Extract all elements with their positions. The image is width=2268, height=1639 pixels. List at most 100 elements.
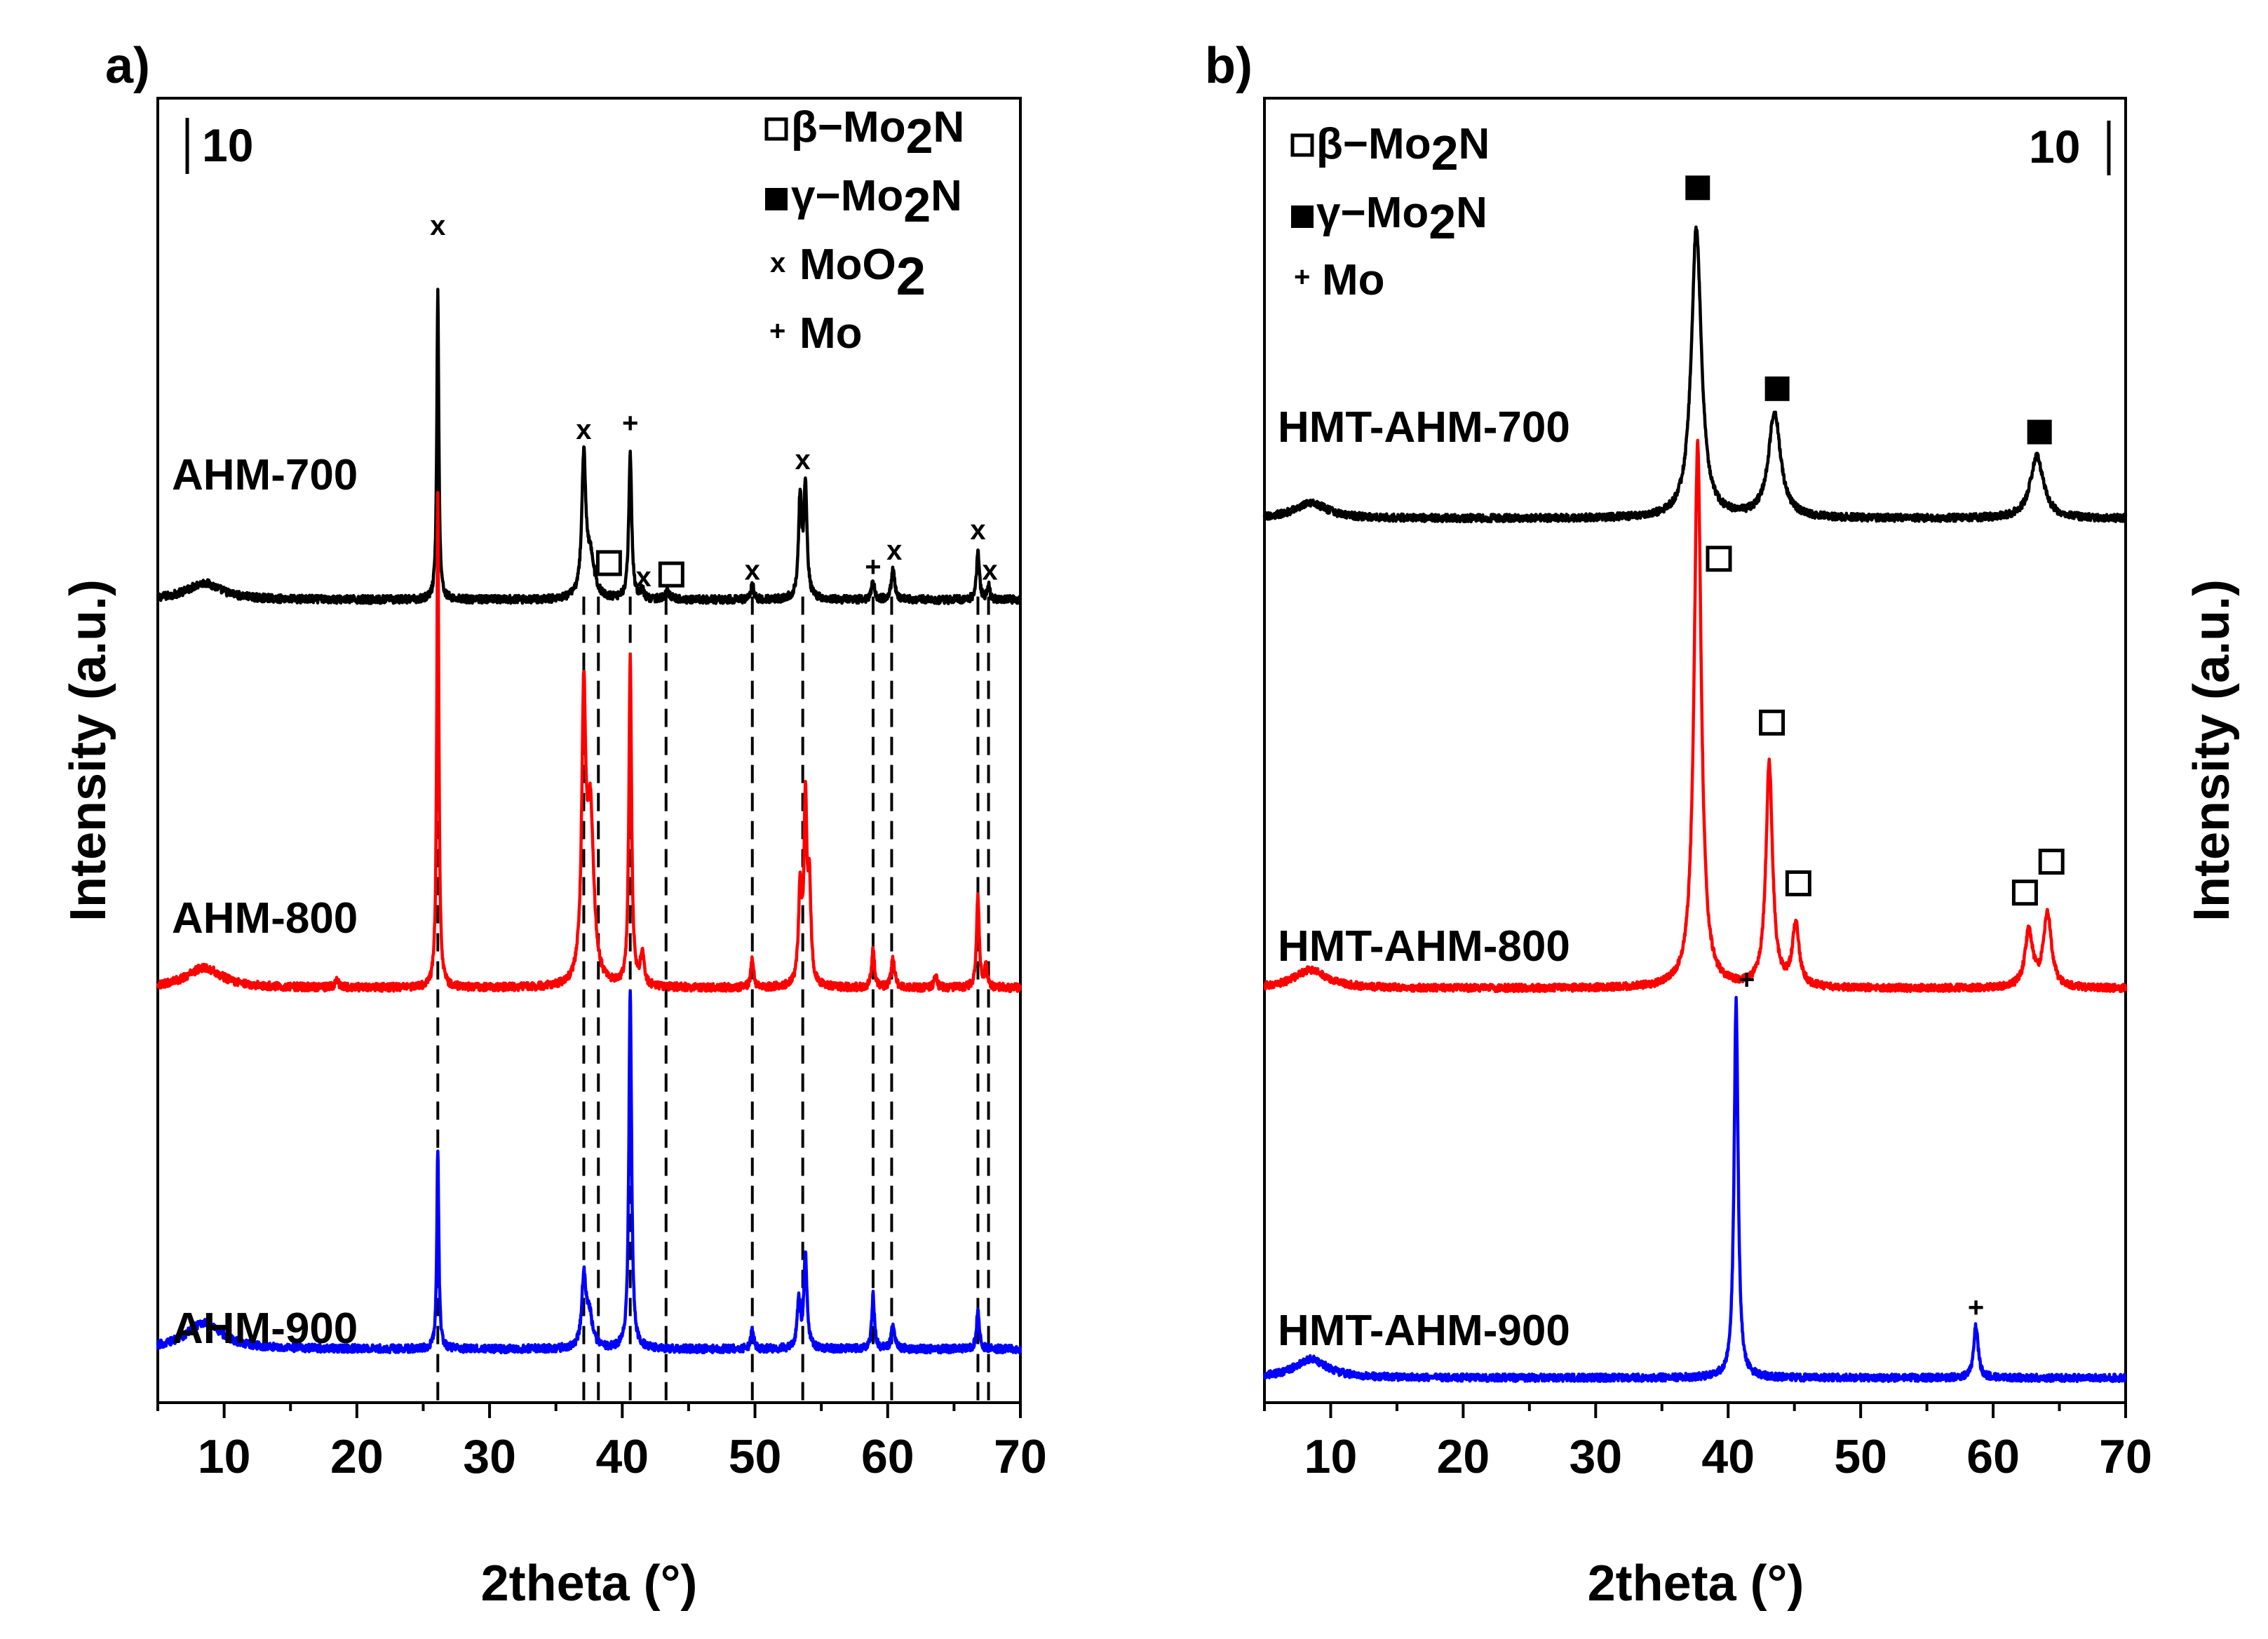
beta-mo2n-marker <box>595 550 622 576</box>
x-tick-label: 60 <box>1966 1430 2020 1483</box>
gamma-mo2n-marker <box>1685 175 1710 201</box>
moo2-marker: x <box>635 562 651 593</box>
legend-beta-mo2n: β−Mo2N <box>764 103 964 163</box>
legend-subscript: 2 <box>906 109 933 163</box>
x-tick-label: 30 <box>463 1430 516 1483</box>
x-tick-label: 20 <box>330 1430 384 1483</box>
panel-a: a) xx +x xx+xxx 10 20 30 40 50 60 70 10 β−Mo2N γ… <box>60 38 1047 1612</box>
moo2-marker: x <box>576 414 591 445</box>
x-tick-label: 50 <box>729 1430 782 1483</box>
x-tick-label: 20 <box>1437 1430 1490 1483</box>
svg-text:β−Mo2N: β−Mo2N <box>1316 120 1490 180</box>
panel-b-peak-markers: ++ <box>1685 175 2065 1323</box>
series-trace-hmt-ahm-900 <box>1262 996 2127 1384</box>
beta-mo2n-marker <box>1706 546 1732 572</box>
panel-a-y-axis-title: Intensity (a.u.) <box>60 579 116 922</box>
legend-tail: N <box>1456 189 1487 237</box>
series-trace-ahm-900 <box>156 990 1022 1355</box>
x-tick-label: 30 <box>1569 1430 1622 1483</box>
moo2-marker: x <box>886 535 902 566</box>
x-marker-icon: x <box>770 248 785 278</box>
series-label-hmt-ahm-900: HMT-AHM-900 <box>1278 1307 1570 1355</box>
panel-b-frame <box>1263 97 2127 1404</box>
x-tick-label: 50 <box>1834 1430 1887 1483</box>
series-trace-ahm-800 <box>156 491 1022 993</box>
panel-b: b) ++ 10 20 30 40 50 60 70 10 β−Mo2N γ−Mo2N + <box>1205 38 2240 1612</box>
series-trace-hmt-ahm-800 <box>1263 438 2128 994</box>
moo2-marker: x <box>430 210 445 241</box>
panel-a-x-axis: 10 20 30 40 50 60 70 <box>156 1403 1047 1483</box>
plus-marker-icon: + <box>769 316 785 346</box>
series-label-ahm-700: AHM-700 <box>172 451 358 499</box>
beta-mo2n-marker <box>1759 709 1786 736</box>
series-label-hmt-ahm-700: HMT-AHM-700 <box>1278 403 1570 452</box>
panel-b-y-axis-title: Intensity (a.u.) <box>2184 579 2240 922</box>
gamma-mo2n-marker <box>1764 376 1790 401</box>
svg-text:β−Mo2N: β−Mo2N <box>791 103 964 163</box>
panel-b-legend: β−Mo2N γ−Mo2N + Mo <box>1290 120 1490 304</box>
filled-square-icon <box>765 188 788 210</box>
legend-text: β−Mo <box>1316 120 1431 168</box>
panel-b-scale-bar-label: 10 <box>2029 121 2080 173</box>
legend-beta-mo2n: β−Mo2N <box>1290 120 1490 180</box>
legend-subscript: 2 <box>1431 126 1459 180</box>
beta-mo2n-marker <box>658 561 684 588</box>
moo2-marker: x <box>745 555 760 586</box>
mo-marker: + <box>1968 1292 1984 1323</box>
panel-b-x-axis: 10 20 30 40 50 60 70 <box>1263 1403 2152 1483</box>
mo-marker: + <box>622 408 638 439</box>
gamma-mo2n-marker <box>2027 419 2052 445</box>
legend-text: γ−Mo <box>791 172 903 220</box>
beta-mo2n-marker <box>1785 870 1811 897</box>
series-label-hmt-ahm-800: HMT-AHM-800 <box>1278 922 1570 971</box>
moo2-marker: x <box>982 555 997 586</box>
legend-gamma-mo2n: γ−Mo2N <box>1291 189 1487 249</box>
moo2-marker: x <box>970 515 985 546</box>
beta-mo2n-marker <box>2038 849 2065 875</box>
legend-mo: + Mo <box>1294 256 1385 304</box>
legend-subscript: 2 <box>1429 194 1456 249</box>
panel-a-peak-markers: xx +x xx+xxx <box>430 210 997 593</box>
beta-mo2n-marker <box>2011 879 2038 906</box>
panel-a-frame <box>156 97 1022 1404</box>
panel-a-reference-lines <box>436 596 990 1403</box>
x-tick-label: 70 <box>2099 1430 2152 1483</box>
series-trace-hmt-ahm-700 <box>1262 225 2128 524</box>
panel-b-series <box>1262 225 2128 1384</box>
series-label-ahm-900: AHM-900 <box>172 1304 358 1353</box>
x-tick-label: 10 <box>198 1430 251 1483</box>
x-tick-label: 70 <box>994 1430 1047 1483</box>
legend-tail: N <box>933 103 965 151</box>
filled-square-icon <box>1291 205 1314 228</box>
x-tick-label: 10 <box>1304 1430 1358 1483</box>
open-square-icon <box>1290 133 1314 157</box>
panel-a-scale-bar-label: 10 <box>202 119 253 171</box>
mo-marker: + <box>1739 964 1755 995</box>
x-tick-label: 60 <box>861 1430 914 1483</box>
panel-b-label: b) <box>1205 38 1253 94</box>
legend-gamma-mo2n: γ−Mo2N <box>765 172 962 232</box>
panel-a-legend: β−Mo2N γ−Mo2N x MoO2 + Mo <box>764 103 964 358</box>
open-square-icon <box>764 117 788 141</box>
x-tick-label: 40 <box>595 1430 649 1483</box>
legend-tail: N <box>931 172 962 220</box>
legend-text: γ−Mo <box>1316 189 1429 237</box>
series-trace-ahm-700 <box>156 288 1022 605</box>
legend-subscript: 2 <box>896 247 926 306</box>
svg-text:γ−Mo2N: γ−Mo2N <box>791 172 962 232</box>
legend-text: MoO <box>799 241 896 289</box>
svg-text:γ−Mo2N: γ−Mo2N <box>1316 189 1487 249</box>
plus-marker-icon: + <box>1294 262 1310 292</box>
svg-text:MoO2: MoO2 <box>799 241 926 306</box>
legend-text: β−Mo <box>791 103 906 151</box>
panel-a-x-axis-title: 2theta (°) <box>481 1556 698 1612</box>
mo-marker: + <box>865 552 881 583</box>
series-label-ahm-800: AHM-800 <box>172 894 358 943</box>
moo2-marker: x <box>795 445 811 475</box>
panel-a-series <box>156 288 1022 1355</box>
legend-mo: + Mo <box>769 309 863 358</box>
legend-tail: N <box>1459 120 1490 168</box>
panel-a-label: a) <box>105 38 150 94</box>
legend-moo2: x MoO2 <box>770 241 926 306</box>
